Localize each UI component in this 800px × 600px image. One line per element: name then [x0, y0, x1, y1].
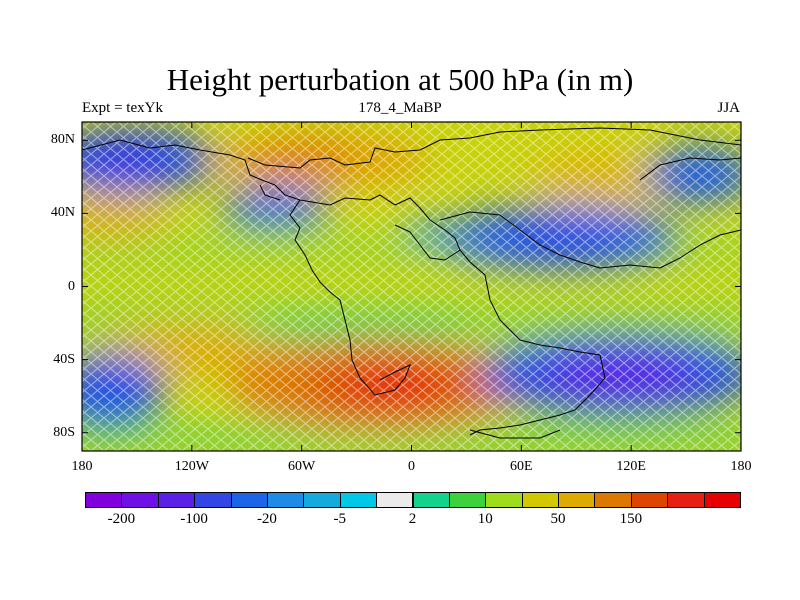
colorbar-box [157, 492, 196, 508]
right-string: JJA [717, 100, 740, 116]
lon-tick-label: 60E [510, 459, 533, 474]
colorbar-label: 150 [619, 511, 643, 527]
colorbar-label: 2 [408, 511, 417, 527]
lat-tick-label: 80S [53, 424, 75, 440]
lat-tick-label: 40N [50, 205, 75, 221]
left-string: Expt = texYk [82, 100, 163, 116]
lon-tick-label: 180 [71, 459, 93, 474]
axis-ticks [81, 122, 742, 451]
lon-tick-label: 0 [408, 459, 415, 474]
colorbar-box [485, 492, 523, 508]
lon-tick-label: 60W [288, 459, 316, 474]
colorbar-label: -200 [107, 511, 136, 527]
colorbar-box [594, 492, 632, 508]
colorbar-label: -20 [256, 511, 277, 527]
colorbar-box [667, 492, 705, 508]
lat-tick-label: 80N [50, 132, 75, 148]
plot-title: Height perturbation at 500 hPa (in m) [166, 62, 634, 97]
lat-tick-label: 40S [53, 351, 75, 367]
colorbar-box [412, 492, 450, 508]
colorbar-box [521, 492, 560, 508]
colorbar-label: -5 [333, 511, 346, 527]
colorbar-box [558, 492, 596, 508]
lat-tick-label: 0 [68, 278, 75, 294]
colorbar-box [448, 492, 487, 508]
colorbar-label: -100 [180, 511, 208, 527]
lon-tick-label: 120W [174, 459, 209, 474]
colorbar-box [230, 492, 268, 508]
colorbar-box [339, 492, 378, 508]
colorbar-box [121, 492, 159, 508]
lon-tick-label: 180 [730, 459, 752, 474]
colorbar-box [303, 492, 341, 508]
colorbar-label: 10 [477, 511, 493, 527]
colorbar-box [194, 492, 232, 508]
lon-tick-label: 120E [616, 459, 646, 474]
colorbar-box [376, 492, 414, 508]
colorbar-box [85, 492, 123, 508]
colorbar-label: 50 [550, 511, 566, 527]
colorbar-box [703, 492, 741, 508]
colorbar-box [630, 492, 669, 508]
coastlines [82, 127, 741, 439]
field-layer [82, 122, 741, 451]
center-string: 178_4_MaBP [358, 100, 442, 116]
colorbar-box [266, 492, 305, 508]
